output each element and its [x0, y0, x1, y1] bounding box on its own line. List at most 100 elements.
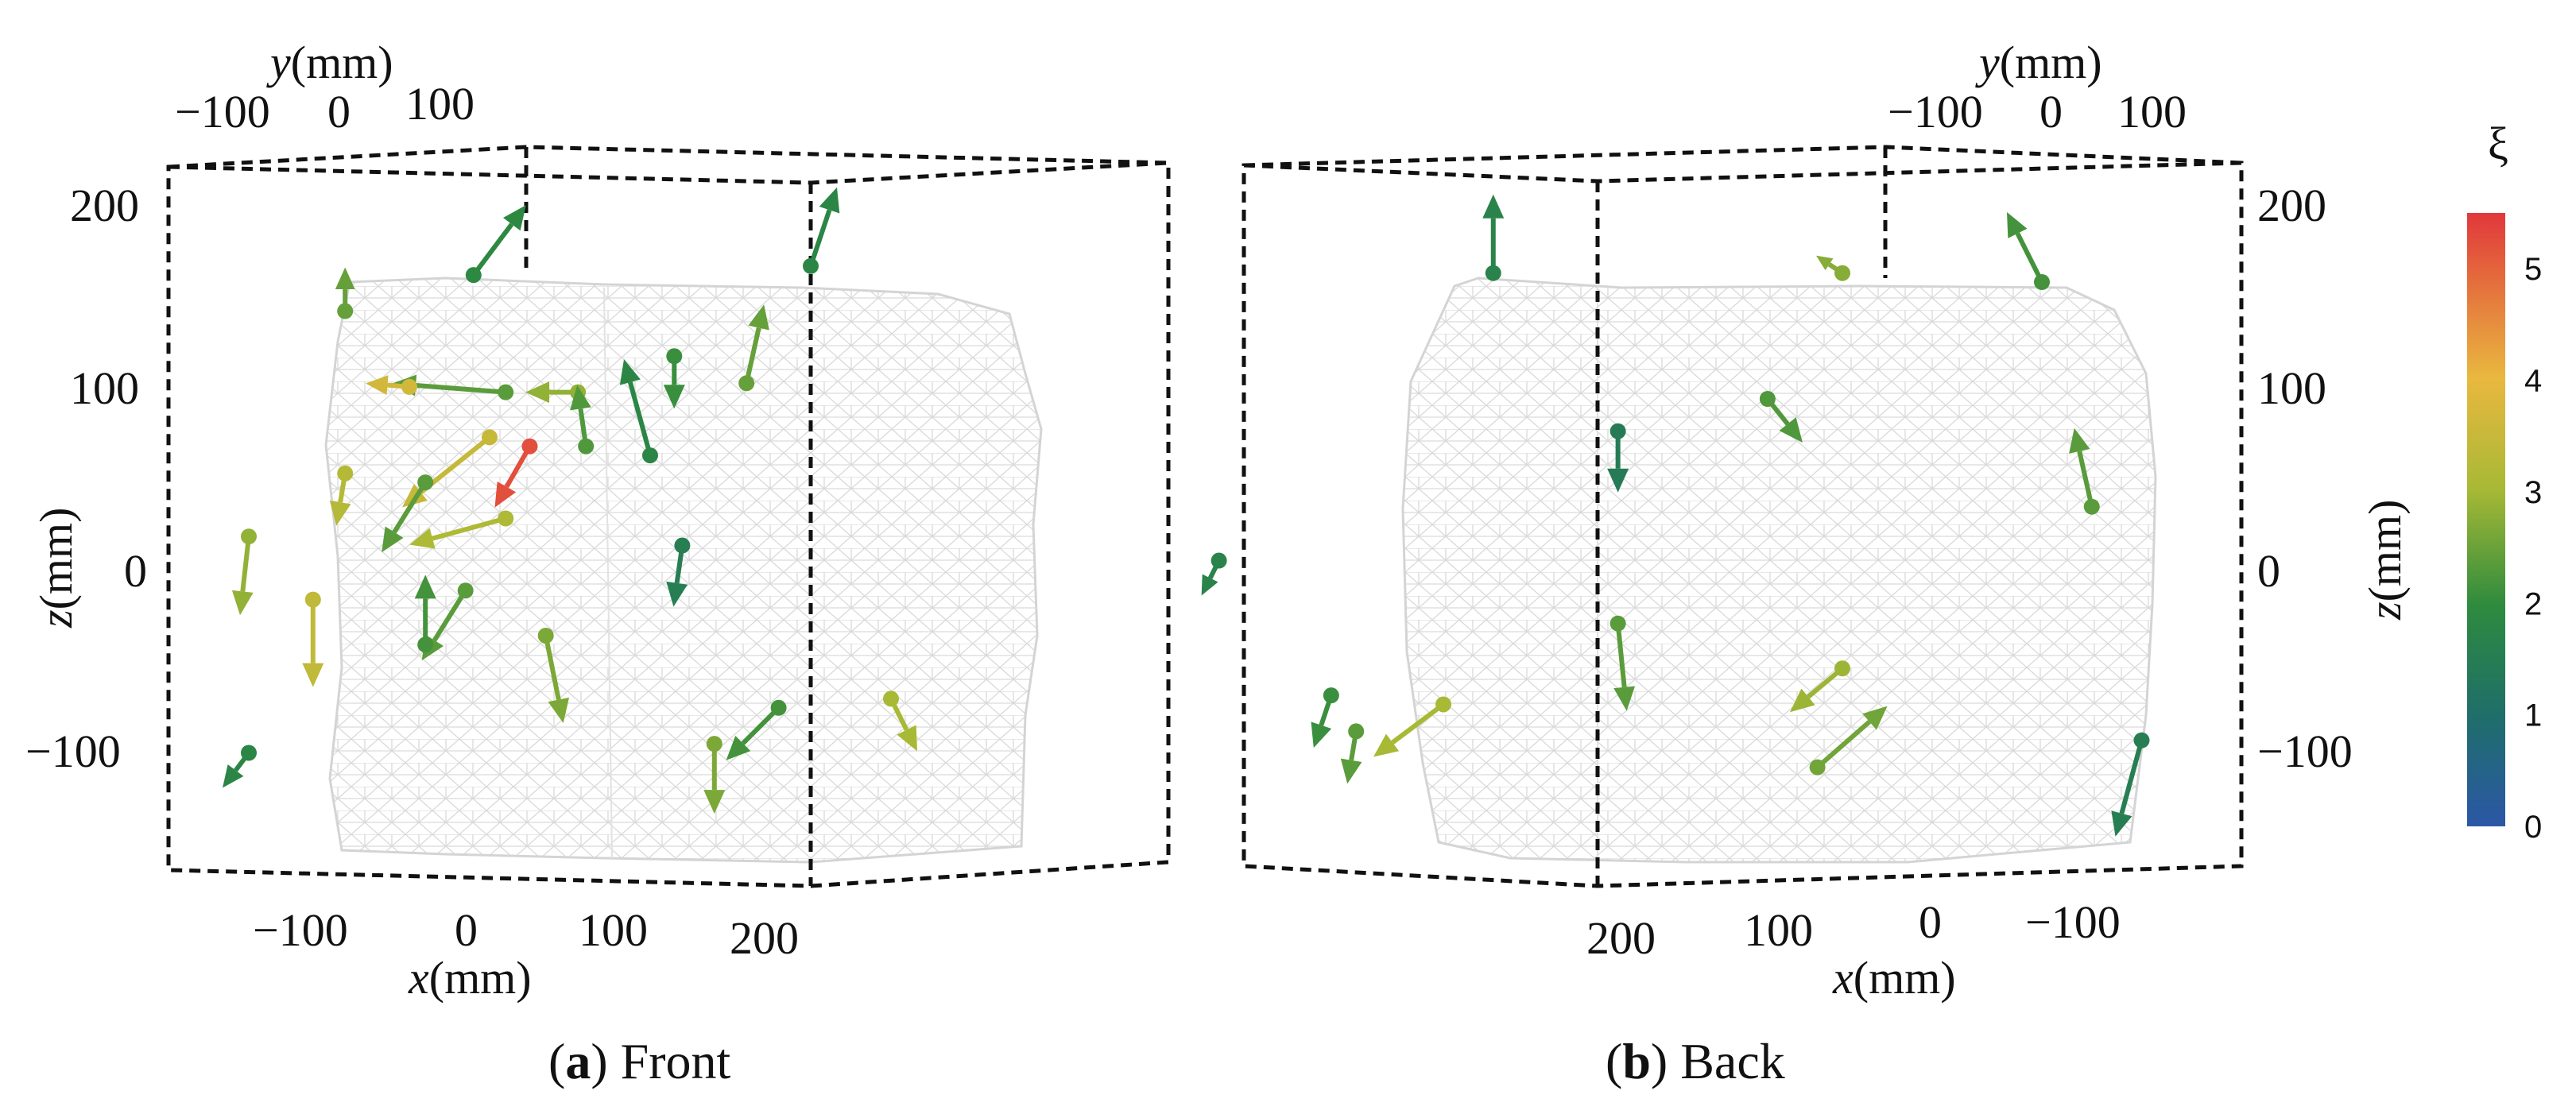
x-axis-label-front: x(mm)	[408, 952, 532, 1004]
arrow-front-17	[302, 591, 324, 687]
arrow-front-21	[726, 699, 787, 760]
x-tick-back-2: 0	[1919, 896, 1942, 948]
arrow-origin-front-21	[770, 699, 787, 716]
arrow-head-back-6	[1201, 574, 1218, 596]
arrow-head-front-2	[335, 267, 355, 290]
arrow-head-front-13	[329, 500, 351, 526]
arrow-back-4	[1607, 423, 1629, 493]
z-tick-front-3: −100	[25, 725, 121, 777]
arrow-back-7	[1610, 615, 1636, 711]
arrow-shaft-front-1	[808, 209, 832, 267]
arrow-front-7	[663, 348, 685, 409]
arrow-shaft-back-13	[2119, 739, 2144, 814]
arrow-head-back-2	[2007, 212, 2028, 238]
arrow-back-10	[1373, 696, 1451, 757]
y-tick-front-2: 100	[405, 78, 475, 130]
arrow-origin-front-23	[241, 745, 257, 761]
arrow-origin-front-6	[578, 438, 595, 454]
colorbar-tick-0: 0	[2524, 810, 2542, 845]
y-tick-front-1: 0	[327, 86, 351, 137]
arrow-front-23	[223, 745, 257, 788]
arrow-origin-front-15	[241, 528, 257, 545]
arrow-head-front-5	[525, 381, 550, 404]
colorbar-tick-2: 2	[2524, 586, 2542, 621]
arrow-origin-front-18	[457, 582, 474, 599]
arrow-shaft-front-15	[240, 536, 251, 592]
colorbar-tick-1: 1	[2524, 698, 2542, 733]
arrow-head-back-12	[1862, 706, 1888, 730]
arrow-shaft-front-12	[392, 481, 428, 534]
arrow-shaft-back-12	[1815, 720, 1872, 769]
arrow-origin-back-4	[1610, 423, 1626, 439]
arrow-shaft-back-5	[2077, 451, 2094, 508]
arrow-head-back-11	[1790, 688, 1815, 713]
arrow-shaft-front-3	[415, 382, 506, 395]
colorbar-ticks: 0 1 2 3 4 5	[2524, 252, 2542, 845]
arrow-origin-back-13	[2133, 732, 2150, 748]
x-tick-front-1: 0	[455, 904, 478, 956]
arrow-origin-front-16	[674, 537, 691, 554]
arrow-origin-back-12	[1809, 759, 1826, 776]
arrow-origin-back-2	[2034, 274, 2050, 290]
arrow-origin-back-0	[1485, 265, 1501, 281]
arrow-origin-back-5	[2083, 498, 2100, 515]
arrow-origin-front-2	[337, 303, 354, 319]
arrow-shaft-back-2	[2015, 232, 2044, 284]
arrow-head-back-1	[1816, 255, 1834, 271]
arrow-front-10	[494, 438, 538, 508]
arrow-front-6	[570, 385, 595, 454]
caption-back: (b) Back	[1606, 1033, 1785, 1089]
arrow-shaft-front-20	[543, 635, 561, 701]
arrow-origin-front-11	[482, 429, 498, 446]
arrow-head-back-5	[2069, 427, 2090, 454]
arrow-back-11	[1790, 660, 1850, 713]
arrow-front-8	[738, 304, 769, 392]
arrow-origin-front-0	[465, 267, 482, 284]
arrow-head-front-16	[666, 581, 688, 607]
arrow-origin-front-12	[417, 474, 434, 491]
x-tick-back-3: −100	[2025, 896, 2121, 948]
arrow-head-back-7	[1613, 686, 1636, 711]
arrows-back	[1201, 194, 2150, 837]
x-tick-front-2: 100	[579, 904, 648, 956]
arrow-shaft-front-21	[741, 706, 781, 745]
mesh-body-front	[324, 277, 1043, 864]
arrow-origin-back-8	[1323, 687, 1339, 704]
arrow-head-front-19	[414, 574, 436, 599]
arrow-origin-front-4	[401, 378, 417, 395]
y-tick-front-0: −100	[175, 86, 270, 137]
x-axis-label-back: x(mm)	[1832, 952, 1956, 1004]
arrow-head-front-12	[382, 526, 404, 553]
arrow-origin-front-10	[521, 438, 538, 454]
x-tick-back-0: 200	[1586, 912, 1656, 964]
arrow-origin-front-20	[537, 628, 554, 644]
arrow-head-back-13	[2111, 810, 2132, 837]
arrow-head-front-22	[703, 790, 726, 814]
arrow-front-15	[231, 528, 257, 616]
arrow-shaft-back-7	[1615, 623, 1627, 688]
mesh-body-back	[1401, 277, 2157, 864]
arrow-back-8	[1311, 687, 1339, 748]
arrow-head-front-1	[819, 187, 840, 214]
arrow-back-2	[2007, 212, 2050, 290]
colorbar: ξ 0 1 2 3 4 5	[2467, 118, 2542, 845]
z-axis-label-back: z(mm)	[2359, 500, 2411, 621]
arrow-front-22	[703, 736, 726, 814]
z-axis-label-front: z(mm)	[30, 508, 82, 629]
arrow-front-19	[414, 574, 436, 653]
arrow-origin-front-1	[803, 257, 819, 274]
arrow-origin-front-13	[337, 465, 354, 482]
z-tick-back-1: 100	[2257, 362, 2326, 414]
panel-front: y(mm) −100 0 100 200 100 0 −100 z(mm) −1…	[25, 37, 1171, 1089]
arrow-shaft-front-18	[432, 589, 468, 642]
arrow-head-front-17	[302, 663, 324, 687]
y-tick-back-2: 100	[2117, 86, 2187, 137]
arrow-head-front-6	[570, 385, 591, 411]
arrow-head-front-7	[663, 385, 685, 409]
arrow-front-4	[366, 375, 417, 396]
arrow-head-front-14	[409, 528, 436, 549]
arrow-back-3	[1759, 391, 1803, 443]
arrow-front-24	[883, 690, 917, 752]
arrow-head-back-3	[1779, 417, 1803, 443]
